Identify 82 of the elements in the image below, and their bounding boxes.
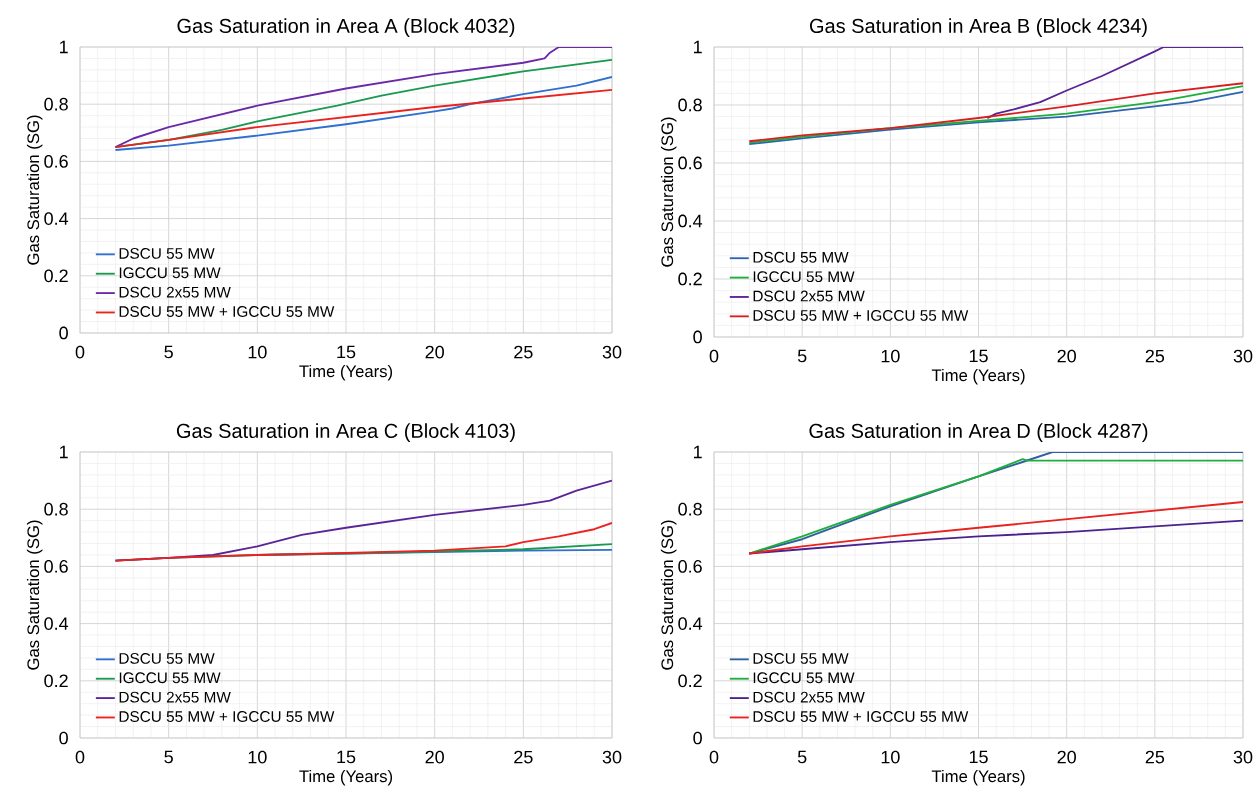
x-tick-label: 0 [75,345,85,359]
y-tick-label: 0 [693,330,702,344]
chart-title: Gas Saturation in Area D (Block 4287) [809,423,1148,442]
legend-label: DSCU 55 MW + IGCCU 55 MW [119,711,335,722]
legend-label: DSCU 55 MW + IGCCU 55 MW [753,711,969,722]
x-tick-label: 30 [1233,750,1253,764]
y-tick-label: 1 [59,40,68,54]
y-axis-title: Gas Saturation (SG) [26,520,43,670]
legend-label: DSCU 55 MW + IGCCU 55 MW [119,306,335,317]
x-axis-title: Time (Years) [931,769,1025,786]
chart-title: Gas Saturation in Area A (Block 4032) [177,18,515,37]
legend-label: DSCU 55 MW [119,653,215,664]
x-tick-label: 10 [881,750,900,764]
line-series [114,76,612,151]
y-tick-label: 0.2 [678,272,702,286]
x-tick-label: 20 [425,345,444,359]
y-tick-label: 0.8 [678,502,702,516]
y-axis-title: Gas Saturation (SG) [660,117,677,267]
x-tick-label: 30 [602,345,622,359]
x-tick-label: 10 [248,345,267,359]
x-tick-label: 15 [337,345,356,359]
y-tick-label: 0.6 [44,560,68,573]
x-tick-label: 0 [75,750,85,764]
chart-title: Gas Saturation in Area C (Block 4103) [176,423,515,442]
x-tick-label: 0 [709,349,719,363]
y-axis-title: Gas Saturation (SG) [26,115,43,265]
line-series [114,521,612,562]
legend-label: DSCU 55 MW [753,251,849,263]
x-tick-label: 10 [881,349,900,363]
legend-label: DSCU 2x55 MW [119,286,231,298]
x-tick-label: 5 [164,345,173,359]
y-tick-label: 0 [693,731,702,745]
x-tick-label: 30 [602,750,622,764]
y-tick-label: 0.8 [678,98,702,112]
x-axis-title: Time (Years) [931,368,1025,385]
legend-label: DSCU 55 MW [753,653,849,664]
x-axis-title: Time (Years) [299,364,393,381]
legend-label: IGCCU 55 MW [119,267,221,279]
x-tick-label: 15 [337,750,356,764]
legend-label: IGCCU 55 MW [753,672,855,684]
legend-label: DSCU 2x55 MW [753,290,865,302]
y-tick-label: 0.4 [44,617,69,630]
x-tick-label: 25 [514,750,533,764]
legend-label: DSCU 2x55 MW [753,691,865,703]
x-tick-label: 5 [797,750,807,764]
x-tick-label: 25 [514,345,533,359]
x-tick-label: 10 [248,750,267,764]
y-tick-label: 1 [694,40,702,54]
y-tick-label: 0.2 [678,674,702,688]
y-tick-label: 0.4 [44,212,69,225]
x-tick-label: 5 [164,750,173,764]
y-tick-label: 1 [694,445,702,459]
legend-label: DSCU 55 MW + IGCCU 55 MW [753,309,969,321]
legend-label: DSCU 2x55 MW [119,691,231,703]
legend-label: DSCU 55 MW [119,247,215,259]
x-tick-label: 30 [1233,349,1253,363]
y-tick-label: 0.2 [44,674,68,688]
y-tick-label: 0 [59,326,68,340]
x-tick-label: 0 [709,750,719,764]
y-tick-label: 0.2 [44,269,68,283]
x-tick-label: 15 [969,349,988,363]
y-tick-label: 0.6 [44,155,68,168]
y-tick-label: 1 [59,445,68,459]
y-tick-label: 0 [59,731,68,745]
y-tick-label: 0.6 [678,560,702,573]
x-tick-label: 20 [1057,349,1076,363]
x-tick-label: 20 [1057,750,1076,764]
y-tick-label: 0.4 [678,617,703,630]
legend-label: IGCCU 55 MW [119,672,221,684]
y-tick-label: 0.6 [678,156,702,170]
x-axis-title: Time (Years) [299,769,393,786]
legend-label: IGCCU 55 MW [753,271,855,283]
x-tick-label: 15 [969,750,988,764]
y-tick-label: 0.4 [678,214,703,228]
x-tick-label: 20 [425,750,444,764]
y-tick-label: 0.8 [44,97,68,111]
chart-title: Gas Saturation in Area B (Block 4234) [809,18,1147,37]
x-tick-label: 5 [797,349,807,363]
y-axis-title: Gas Saturation (SG) [660,520,677,670]
y-tick-label: 0.8 [44,502,68,516]
x-tick-label: 25 [1145,750,1165,764]
x-tick-label: 25 [1145,349,1165,363]
